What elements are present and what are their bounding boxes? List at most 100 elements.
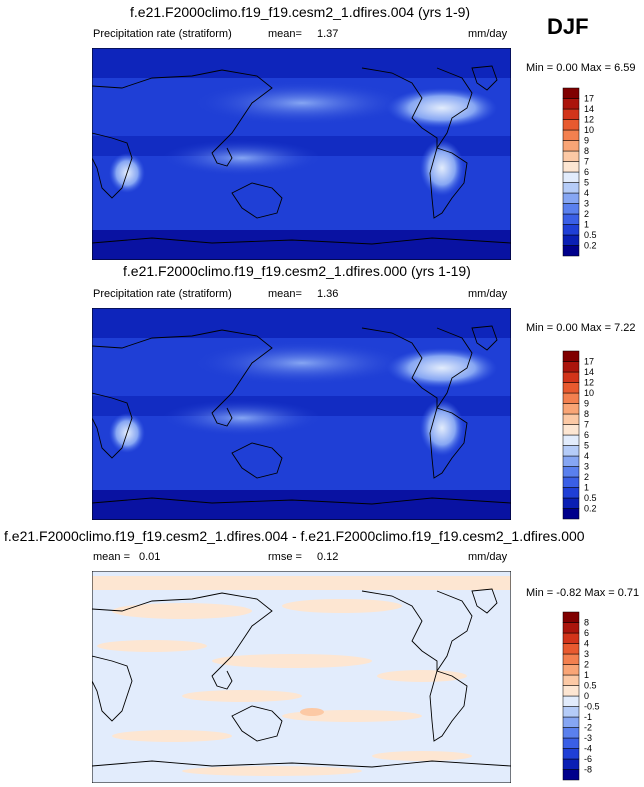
map-panel-3 <box>92 571 511 783</box>
panel-3-rmse-label: rmse = <box>268 551 302 563</box>
anomaly-patch <box>377 670 467 682</box>
colorbar-tick-label: 0.5 <box>584 681 597 691</box>
colorbar-swatch <box>562 434 580 446</box>
colorbar-swatch <box>562 161 580 173</box>
colorbar-swatch <box>562 632 580 644</box>
colorbar-tick-label: 0.2 <box>584 241 597 251</box>
coast-north-america-west <box>361 327 438 408</box>
colorbar-swatch <box>562 674 580 686</box>
colorbar-tick-label: 1 <box>584 483 589 493</box>
colorbar-swatch <box>562 622 580 634</box>
colorbar-tick-label: 10 <box>584 388 594 398</box>
map-panel-2 <box>92 308 511 520</box>
coast-greenland <box>471 588 498 614</box>
coast-eurasia <box>92 69 273 167</box>
colorbar-tick-label: 0 <box>584 691 589 701</box>
coast-greenland <box>471 65 498 91</box>
colorbar-swatch <box>562 716 580 728</box>
panel-3-units: mm/day <box>468 551 508 563</box>
coast-eurasia <box>92 329 273 427</box>
anomaly-patch <box>112 603 252 619</box>
colorbar-swatch <box>562 643 580 655</box>
colorbar-tick-label: 0.2 <box>584 504 597 514</box>
colorbar-tick-label: 3 <box>584 462 589 472</box>
anomaly-patch <box>182 766 362 776</box>
coast-africa <box>92 132 133 199</box>
polar-band-south <box>92 490 511 520</box>
panel-1-mean-value: 1.37 <box>317 28 339 40</box>
colorbar-swatch <box>562 350 580 362</box>
coast-antarctica <box>92 760 511 768</box>
coast-eurasia <box>92 592 273 690</box>
colorbar-tick-label: 3 <box>584 199 589 209</box>
colorbar-tick-label: -2 <box>584 723 592 733</box>
colorbar-tick-label: 9 <box>584 136 589 146</box>
polar-band-south <box>92 230 511 260</box>
colorbar-swatch <box>562 140 580 152</box>
panel-3-mean-value: 0.01 <box>139 551 161 563</box>
storm-track-pacific <box>192 341 412 385</box>
colorbar-tick-label: 12 <box>584 378 594 388</box>
coastlines <box>92 588 511 768</box>
colorbar-swatch <box>562 497 580 509</box>
panel-1-title: f.e21.F2000climo.f19_f19.cesm2_1.dfires.… <box>130 4 471 20</box>
colorbar-swatch <box>562 695 580 707</box>
colorbar-tick-label: 4 <box>584 188 589 198</box>
colorbar-swatch <box>562 706 580 718</box>
anomaly-patch <box>212 654 372 668</box>
panel-2-mean-value: 1.36 <box>317 288 339 300</box>
colorbar-tick-label: 3 <box>584 649 589 659</box>
panel-2-min-label: Min = <box>526 322 554 334</box>
storm-track-pacific <box>192 81 412 125</box>
colorbar-swatch <box>562 98 580 110</box>
colorbar-swatch <box>562 234 580 246</box>
colorbar-swatch <box>562 455 580 467</box>
panel-3-min-value: -0.82 <box>556 587 582 599</box>
coast-south-america <box>429 670 468 742</box>
colorbar-tick-label: 2 <box>584 209 589 219</box>
colorbar-tick-label: 2 <box>584 472 589 482</box>
colorbar-tick-label: 9 <box>584 399 589 409</box>
colorbar-swatch <box>562 108 580 120</box>
colorbar-tick-label: 7 <box>584 420 589 430</box>
colorbar-swatch <box>562 203 580 215</box>
panel-1-max-value: 6.59 <box>614 62 636 74</box>
map-panel-1 <box>92 48 511 260</box>
coast-north-america-west <box>361 67 438 148</box>
panel-2-max-value: 7.22 <box>614 322 636 334</box>
panel-1-max-label: Max = <box>580 62 612 74</box>
panel-3-mean-label: mean = <box>93 551 130 563</box>
panel-1-units: mm/day <box>468 28 508 40</box>
polar-band-north <box>92 308 511 338</box>
colorbar-swatch <box>562 445 580 457</box>
colorbar-swatch <box>562 171 580 183</box>
colorbar-tick-label: 17 <box>584 94 594 104</box>
colorbar-tick-label: 6 <box>584 167 589 177</box>
colorbar-swatch <box>562 611 580 623</box>
colorbar-tick-label: 12 <box>584 115 594 125</box>
coast-greenland <box>471 325 498 351</box>
panel-2-minmax: Min = 0.00 Max = 7.22 <box>526 322 636 334</box>
anomaly-patch <box>97 640 207 652</box>
colorbar-swatch <box>562 685 580 697</box>
colorbar-tick-label: -6 <box>584 754 592 764</box>
colorbar-swatch <box>562 392 580 404</box>
panel-1-min-label: Min = <box>526 62 554 74</box>
anomaly-patch <box>112 730 232 742</box>
panel-1-min-value: 0.00 <box>556 62 578 74</box>
coast-africa <box>92 392 133 459</box>
coast-north-america-east <box>436 67 473 149</box>
south-america-precip <box>420 400 464 456</box>
colorbar-tick-label: 2 <box>584 660 589 670</box>
panel-1-mean-label: mean= <box>268 28 302 40</box>
panel-3-title: f.e21.F2000climo.f19_f19.cesm2_1.dfires.… <box>4 528 585 544</box>
anomaly-patch <box>282 599 402 613</box>
colorbar-tick-label: 8 <box>584 618 589 628</box>
colorbar-swatch <box>562 758 580 770</box>
coast-africa <box>92 655 133 722</box>
colorbar-swatch <box>562 182 580 194</box>
colorbar-swatch <box>562 737 580 749</box>
coastlines <box>92 325 511 505</box>
colorbar-tick-label: 14 <box>584 367 594 377</box>
